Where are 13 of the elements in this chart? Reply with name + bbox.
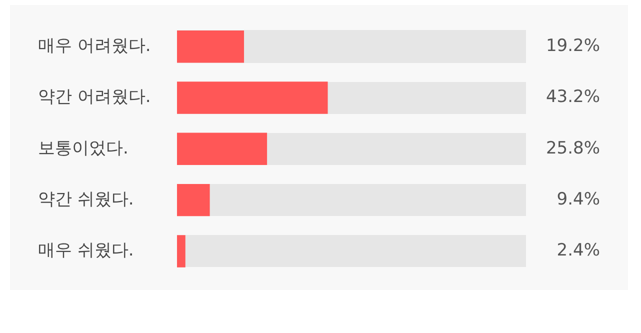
data-label: 19.2% (546, 36, 600, 56)
y-tick-label: 보통이었다. (38, 138, 128, 158)
y-tick-label: 약간 쉬웠다. (38, 189, 134, 210)
y-tick-label: 약간 어려웠다. (38, 87, 151, 108)
y-tick-label: 매우 쉬웠다. (38, 240, 134, 261)
bar (177, 235, 186, 268)
data-label: 43.2% (546, 87, 600, 108)
bar (177, 30, 244, 63)
y-tick-label: 매우 어려웠다. (38, 36, 151, 56)
data-label: 25.8% (546, 138, 600, 158)
bar (177, 184, 210, 216)
data-label: 2.4% (556, 240, 600, 261)
data-label: 9.4% (556, 189, 600, 210)
